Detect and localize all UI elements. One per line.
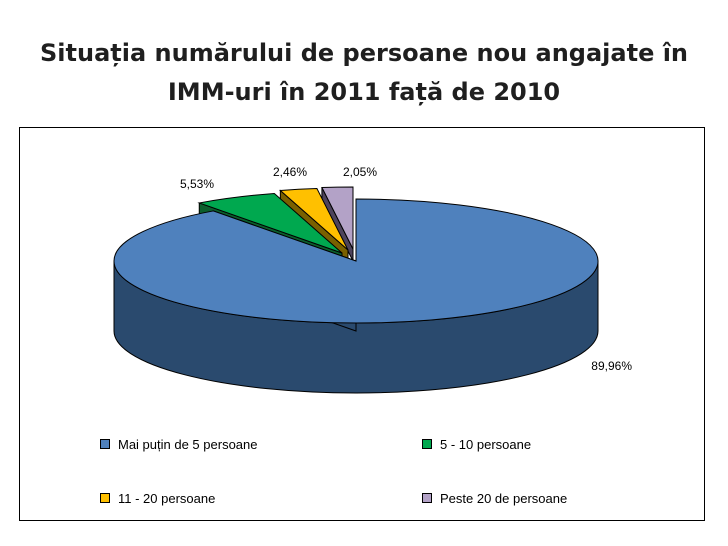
- pie-slice-top: [321, 186, 354, 250]
- legend-item: 5 - 10 persoane: [422, 436, 531, 452]
- legend-swatch: [422, 493, 432, 503]
- data-label: 2,46%: [273, 165, 307, 179]
- data-label: 89,96%: [591, 359, 632, 373]
- legend-label: Peste 20 de persoane: [440, 490, 568, 506]
- legend-label: 5 - 10 persoane: [440, 436, 532, 452]
- legend-swatch: [100, 439, 110, 449]
- legend-item: Peste 20 de persoane: [422, 490, 567, 506]
- pie-slice-top: [113, 198, 599, 324]
- legend-label: Mai puțin de 5 persoane: [118, 436, 258, 452]
- legend-swatch: [422, 439, 432, 449]
- pie-chart: 89,96% 5,53% 2,46% 2,05%: [113, 165, 632, 394]
- legend-item: 11 - 20 persoane: [100, 490, 215, 506]
- data-label: 5,53%: [180, 177, 214, 191]
- pie-slice-4: [321, 186, 354, 262]
- legend-item: Mai puțin de 5 persoane: [100, 436, 257, 452]
- chart-area: 89,96% 5,53% 2,46% 2,05% Mai puțin de 5 per…: [19, 127, 705, 521]
- pie-slice-1: [113, 198, 599, 394]
- pie-slice-top: [279, 188, 349, 251]
- legend-swatch: [100, 493, 110, 503]
- data-label: 2,05%: [343, 165, 377, 179]
- pie-slice-top: [197, 192, 343, 254]
- slide-title: Situația numărului de persoane nou angaj…: [40, 39, 689, 106]
- legend-label: 11 - 20 persoane: [118, 490, 216, 506]
